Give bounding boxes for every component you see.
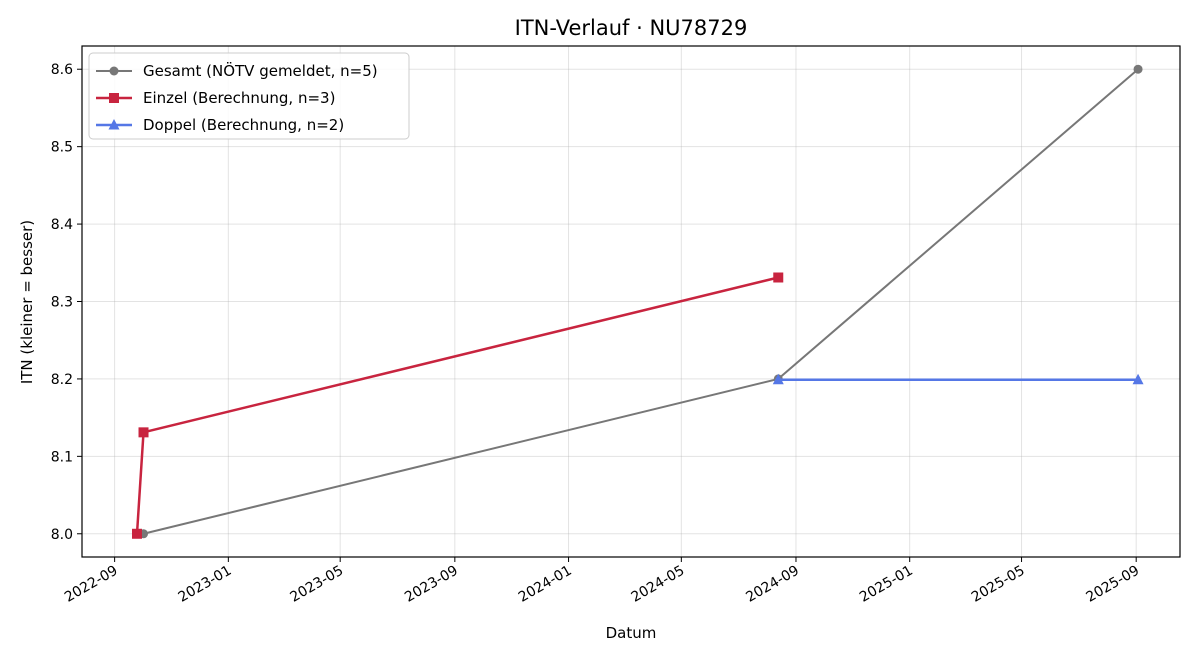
x-tick-label: 2024-01 [516, 563, 575, 606]
x-axis: 2022-09 2023-01 2023-05 2023-09 2024-01 2024-… [62, 557, 1142, 606]
x-tick-label: 2024-05 [629, 563, 688, 606]
legend-entry: Doppel (Berechnung, n=2) [143, 116, 344, 134]
x-tick-label: 2022-09 [62, 563, 121, 606]
legend-marker [109, 93, 119, 103]
chart-title: ITN-Verlauf · NU78729 [515, 16, 748, 40]
x-tick-label: 2023-09 [402, 563, 461, 606]
x-axis-label: Datum [606, 624, 657, 642]
x-tick-label: 2024-09 [743, 563, 802, 606]
series-lines [131, 64, 1144, 539]
legend-marker [108, 119, 120, 130]
legend-entry: Einzel (Berechnung, n=3) [143, 89, 335, 107]
x-tick-label: 2025-09 [1084, 563, 1143, 606]
y-tick-label: 8.5 [51, 140, 73, 156]
legend-marker [109, 66, 119, 76]
x-tick-label: 2025-05 [969, 563, 1028, 606]
data-point [138, 427, 149, 438]
series-1 [131, 272, 784, 539]
series-2 [772, 373, 1144, 385]
y-tick-label: 8.4 [51, 217, 73, 233]
data-point [1132, 373, 1144, 385]
y-tick-label: 8.3 [51, 295, 73, 311]
y-tick-label: 8.6 [51, 62, 73, 78]
series-line [135, 276, 779, 534]
legend: Gesamt (NÖTV gemeldet, n=5) Einzel (Berec… [88, 52, 410, 140]
x-tick-label: 2023-01 [176, 563, 235, 606]
y-tick-label: 8.2 [51, 372, 73, 388]
legend-box [88, 52, 410, 140]
data-point [772, 373, 784, 385]
data-point [131, 528, 142, 539]
data-point [773, 272, 784, 283]
y-tick-label: 8.1 [51, 449, 73, 465]
y-axis-label: ITN (kleiner = besser) [18, 220, 36, 384]
x-tick-label: 2025-01 [857, 563, 916, 606]
data-point [1133, 64, 1143, 74]
x-tick-label: 2023-05 [288, 563, 347, 606]
legend-entry: Gesamt (NÖTV gemeldet, n=5) [143, 61, 378, 80]
y-tick-label: 8.0 [51, 527, 73, 543]
y-axis: 8.0 8.1 8.2 8.3 8.4 8.5 8.6 [51, 62, 82, 543]
